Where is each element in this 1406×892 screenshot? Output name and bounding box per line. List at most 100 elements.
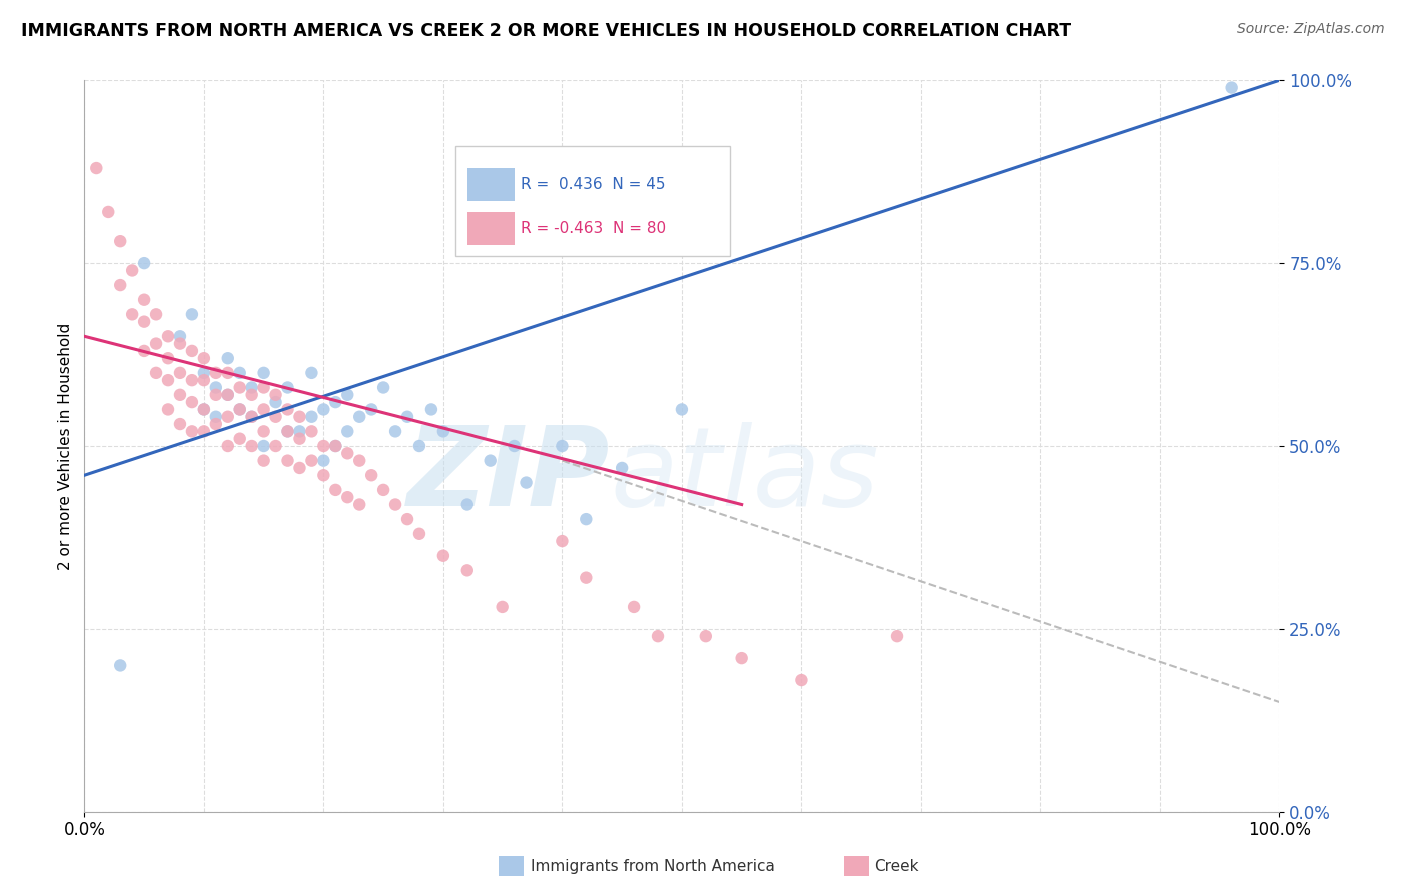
Point — [169, 388, 191, 402]
Point — [193, 373, 215, 387]
Point — [253, 453, 276, 467]
Point — [229, 432, 252, 446]
Point — [349, 498, 371, 512]
Point — [575, 512, 598, 526]
FancyBboxPatch shape — [467, 212, 515, 244]
Point — [373, 380, 395, 394]
Point — [408, 526, 430, 541]
Point — [217, 351, 239, 366]
Point — [301, 425, 323, 439]
Point — [277, 425, 299, 439]
Point — [240, 409, 263, 424]
Point — [193, 402, 215, 417]
Text: Immigrants from North America: Immigrants from North America — [531, 859, 775, 873]
Point — [121, 307, 143, 321]
Point — [288, 461, 311, 475]
Point — [240, 380, 263, 394]
Text: Creek: Creek — [875, 859, 920, 873]
Point — [205, 380, 228, 394]
Point — [277, 425, 299, 439]
Point — [157, 351, 180, 366]
Point — [790, 673, 813, 687]
Point — [229, 380, 252, 394]
Point — [384, 498, 406, 512]
Point — [157, 373, 180, 387]
Text: atlas: atlas — [610, 422, 879, 529]
Point — [264, 409, 287, 424]
Point — [312, 453, 335, 467]
Point — [288, 432, 311, 446]
Point — [336, 446, 359, 460]
Point — [312, 402, 335, 417]
Point — [288, 425, 311, 439]
Point — [277, 453, 299, 467]
Point — [432, 425, 454, 439]
Point — [384, 425, 406, 439]
Point — [325, 483, 347, 497]
Point — [349, 453, 371, 467]
Point — [205, 388, 228, 402]
Point — [205, 417, 228, 431]
Point — [157, 402, 180, 417]
Point — [193, 425, 215, 439]
Point — [731, 651, 754, 665]
Point — [217, 366, 239, 380]
Point — [181, 395, 204, 409]
Point — [695, 629, 717, 643]
Point — [229, 366, 252, 380]
Point — [456, 498, 478, 512]
Point — [277, 380, 299, 394]
Point — [360, 468, 382, 483]
Point — [132, 256, 156, 270]
Point — [516, 475, 538, 490]
Point — [110, 658, 132, 673]
Point — [181, 425, 204, 439]
Point — [647, 629, 669, 643]
Point — [671, 402, 693, 417]
Point — [181, 373, 204, 387]
FancyBboxPatch shape — [456, 146, 730, 256]
Point — [240, 439, 263, 453]
Point — [612, 461, 634, 475]
Text: R = -0.463  N = 80: R = -0.463 N = 80 — [520, 220, 665, 235]
Point — [253, 380, 276, 394]
Point — [145, 336, 167, 351]
Point — [264, 395, 287, 409]
Point — [551, 439, 574, 453]
Point — [205, 409, 228, 424]
Point — [145, 366, 167, 380]
Point — [575, 571, 598, 585]
Point — [217, 388, 239, 402]
Text: ZIP: ZIP — [406, 422, 610, 529]
Point — [301, 453, 323, 467]
Y-axis label: 2 or more Vehicles in Household: 2 or more Vehicles in Household — [58, 322, 73, 570]
Point — [181, 343, 204, 358]
Point — [288, 409, 311, 424]
Point — [420, 402, 443, 417]
Point — [110, 234, 132, 248]
Point — [253, 439, 276, 453]
Point — [86, 161, 108, 175]
Point — [336, 425, 359, 439]
Point — [325, 395, 347, 409]
Point — [110, 278, 132, 293]
Point — [373, 483, 395, 497]
Point — [301, 366, 323, 380]
Point — [229, 402, 252, 417]
Point — [312, 468, 335, 483]
Point — [336, 490, 359, 504]
Point — [349, 409, 371, 424]
Point — [396, 409, 419, 424]
Point — [503, 439, 526, 453]
Point — [217, 439, 239, 453]
Point — [169, 336, 191, 351]
Point — [157, 329, 180, 343]
Point — [408, 439, 430, 453]
Text: R =  0.436  N = 45: R = 0.436 N = 45 — [520, 177, 665, 192]
Point — [277, 402, 299, 417]
Point — [181, 307, 204, 321]
Point — [132, 315, 156, 329]
Point — [360, 402, 382, 417]
Point — [169, 329, 191, 343]
Point — [217, 388, 239, 402]
